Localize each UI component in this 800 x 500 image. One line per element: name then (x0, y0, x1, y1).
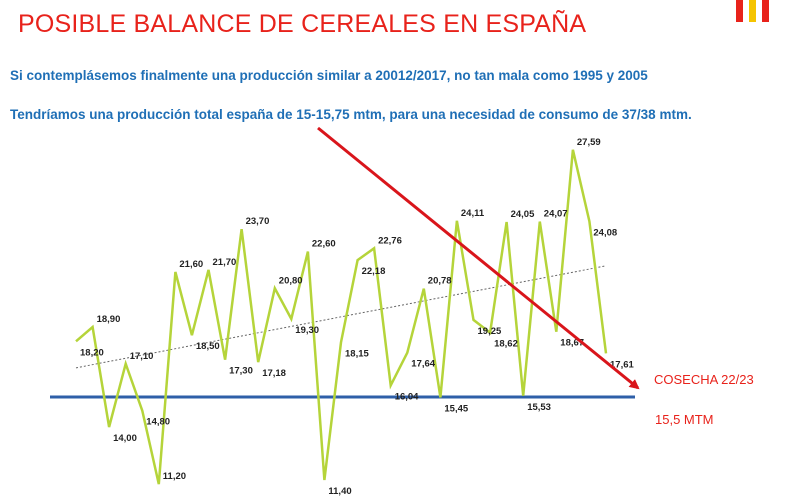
subtitle-consumption: Tendríamos una producción total españa d… (10, 107, 692, 122)
data-label: 19,30 (295, 325, 319, 336)
flag-stripe-yellow (749, 0, 756, 22)
spain-flag-logo (736, 0, 780, 22)
data-label: 18,62 (494, 339, 518, 350)
trend-line (75, 265, 607, 369)
data-label: 19,25 (478, 326, 502, 337)
data-label: 18,50 (196, 341, 220, 352)
data-label: 15,45 (444, 403, 468, 414)
data-label: 24,05 (511, 209, 535, 220)
data-label: 18,90 (97, 314, 121, 325)
annotation-reference: 15,5 MTM (655, 412, 714, 427)
series-line (75, 149, 608, 485)
annotation-harvest: COSECHA 22/23 (654, 372, 754, 387)
data-label: 22,60 (312, 239, 336, 250)
data-label: 24,11 (461, 208, 485, 219)
data-label: 14,00 (113, 433, 137, 444)
data-label: 17,64 (411, 359, 435, 370)
data-label: 18,15 (345, 348, 369, 359)
data-label: 11,20 (163, 471, 186, 482)
data-label: 17,61 (610, 359, 634, 370)
data-label: 22,76 (378, 235, 402, 246)
data-label: 23,70 (246, 216, 270, 227)
subtitle-scenario: Si contemplásemos finalmente una producc… (10, 68, 648, 83)
data-label: 11,40 (328, 486, 351, 497)
data-label: 21,60 (179, 259, 203, 270)
data-label: 27,59 (577, 137, 601, 148)
trend-arrow (317, 126, 640, 390)
data-label: 17,10 (130, 351, 154, 362)
data-label: 18,67 (560, 338, 584, 349)
data-label: 16,04 (395, 391, 419, 402)
data-label: 24,07 (544, 209, 568, 220)
data-label: 14,80 (146, 417, 170, 428)
data-label: 20,78 (428, 276, 452, 287)
data-label: 17,30 (229, 366, 253, 377)
data-label: 24,08 (593, 227, 617, 238)
data-label: 18,20 (80, 347, 104, 358)
data-label: 20,80 (279, 275, 303, 286)
flag-stripe-red (762, 0, 769, 22)
flag-stripe-red (736, 0, 743, 22)
page-title: POSIBLE BALANCE DE CEREALES EN ESPAÑA (18, 10, 587, 38)
data-label: 17,18 (262, 368, 286, 379)
data-label: 15,53 (527, 402, 551, 413)
data-label: 22,18 (362, 266, 386, 277)
data-label: 21,70 (213, 257, 237, 268)
